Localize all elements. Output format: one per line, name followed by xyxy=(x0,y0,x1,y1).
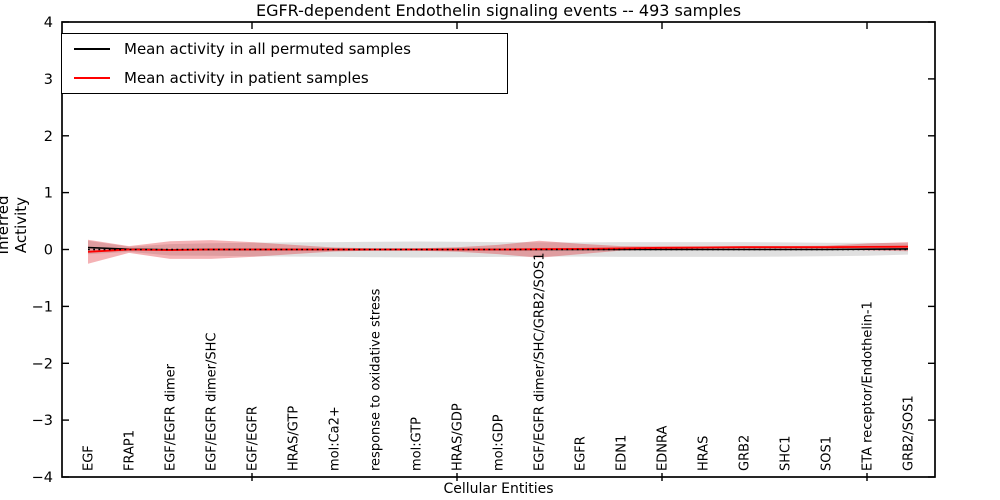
x-category-label: GRB2/SOS1 xyxy=(901,395,916,471)
x-category-label: EGF xyxy=(81,445,96,471)
x-category-label: EGF/EGFR dimer/SHC/GRB2/SOS1 xyxy=(532,253,547,472)
y-tick-labels: 4 3 2 1 0 −1 −2 −3 −4 xyxy=(32,15,935,486)
y-tick-label: 1 xyxy=(44,186,53,202)
x-category-label: EGF/EGFR xyxy=(245,406,260,471)
x-category-label: HRAS/GDP xyxy=(450,403,465,471)
x-category-label: FRAP1 xyxy=(122,430,137,471)
x-category-label: EGF/EGFR dimer xyxy=(163,363,178,471)
x-category-label: EGF/EGFR dimer/SHC xyxy=(204,333,219,471)
y-tick-label: 2 xyxy=(44,129,53,145)
x-category-label: EDN1 xyxy=(614,435,629,471)
plot-frame xyxy=(61,21,936,478)
legend-label-patient: Mean activity in patient samples xyxy=(124,68,369,87)
y-tick-label: −3 xyxy=(32,413,53,429)
y-tick-label: −2 xyxy=(32,356,53,372)
legend-label-permuted: Mean activity in all permuted samples xyxy=(124,40,411,59)
legend-item-permuted: Mean activity in all permuted samples xyxy=(62,36,507,62)
y-tick-label: −1 xyxy=(32,299,53,315)
x-category-label: HRAS/GTP xyxy=(286,406,301,471)
permuted-line-swatch xyxy=(74,48,110,51)
legend-item-patient: Mean activity in patient samples xyxy=(62,65,507,91)
y-tick-label: 3 xyxy=(44,72,53,88)
patient-line-swatch xyxy=(74,76,110,79)
x-category-label: mol:Ca2+ xyxy=(327,406,342,471)
x-category-label: mol:GDP xyxy=(491,414,506,471)
patient-std-band xyxy=(88,239,908,264)
x-category-label: SOS1 xyxy=(819,436,834,471)
x-category-label: SHC1 xyxy=(778,436,793,471)
x-category-label: GRB2 xyxy=(737,435,752,471)
y-axis-label: Inferred Activity xyxy=(0,195,30,255)
x-axis-label: Cellular Entities xyxy=(443,481,554,497)
y-tick-label: 0 xyxy=(44,243,53,259)
x-category-labels: EGF FRAP1 EGF/EGFR dimer EGF/EGFR dimer/SHC… xyxy=(81,253,916,472)
y-tick-label: −4 xyxy=(32,470,53,486)
chart-title: EGFR-dependent Endothelin signaling even… xyxy=(255,1,742,20)
x-category-label: ETA receptor/Endothelin-1 xyxy=(860,301,875,471)
x-category-label: HRAS xyxy=(696,436,711,471)
x-category-label: EGFR xyxy=(573,436,588,471)
y-tick-label: 4 xyxy=(44,15,53,31)
x-category-label: EDNRA xyxy=(655,426,670,471)
x-category-label: response to oxidative stress xyxy=(368,288,383,471)
x-category-label: mol:GTP xyxy=(409,417,424,471)
legend-box: Mean activity in all permuted samples Me… xyxy=(61,33,508,94)
